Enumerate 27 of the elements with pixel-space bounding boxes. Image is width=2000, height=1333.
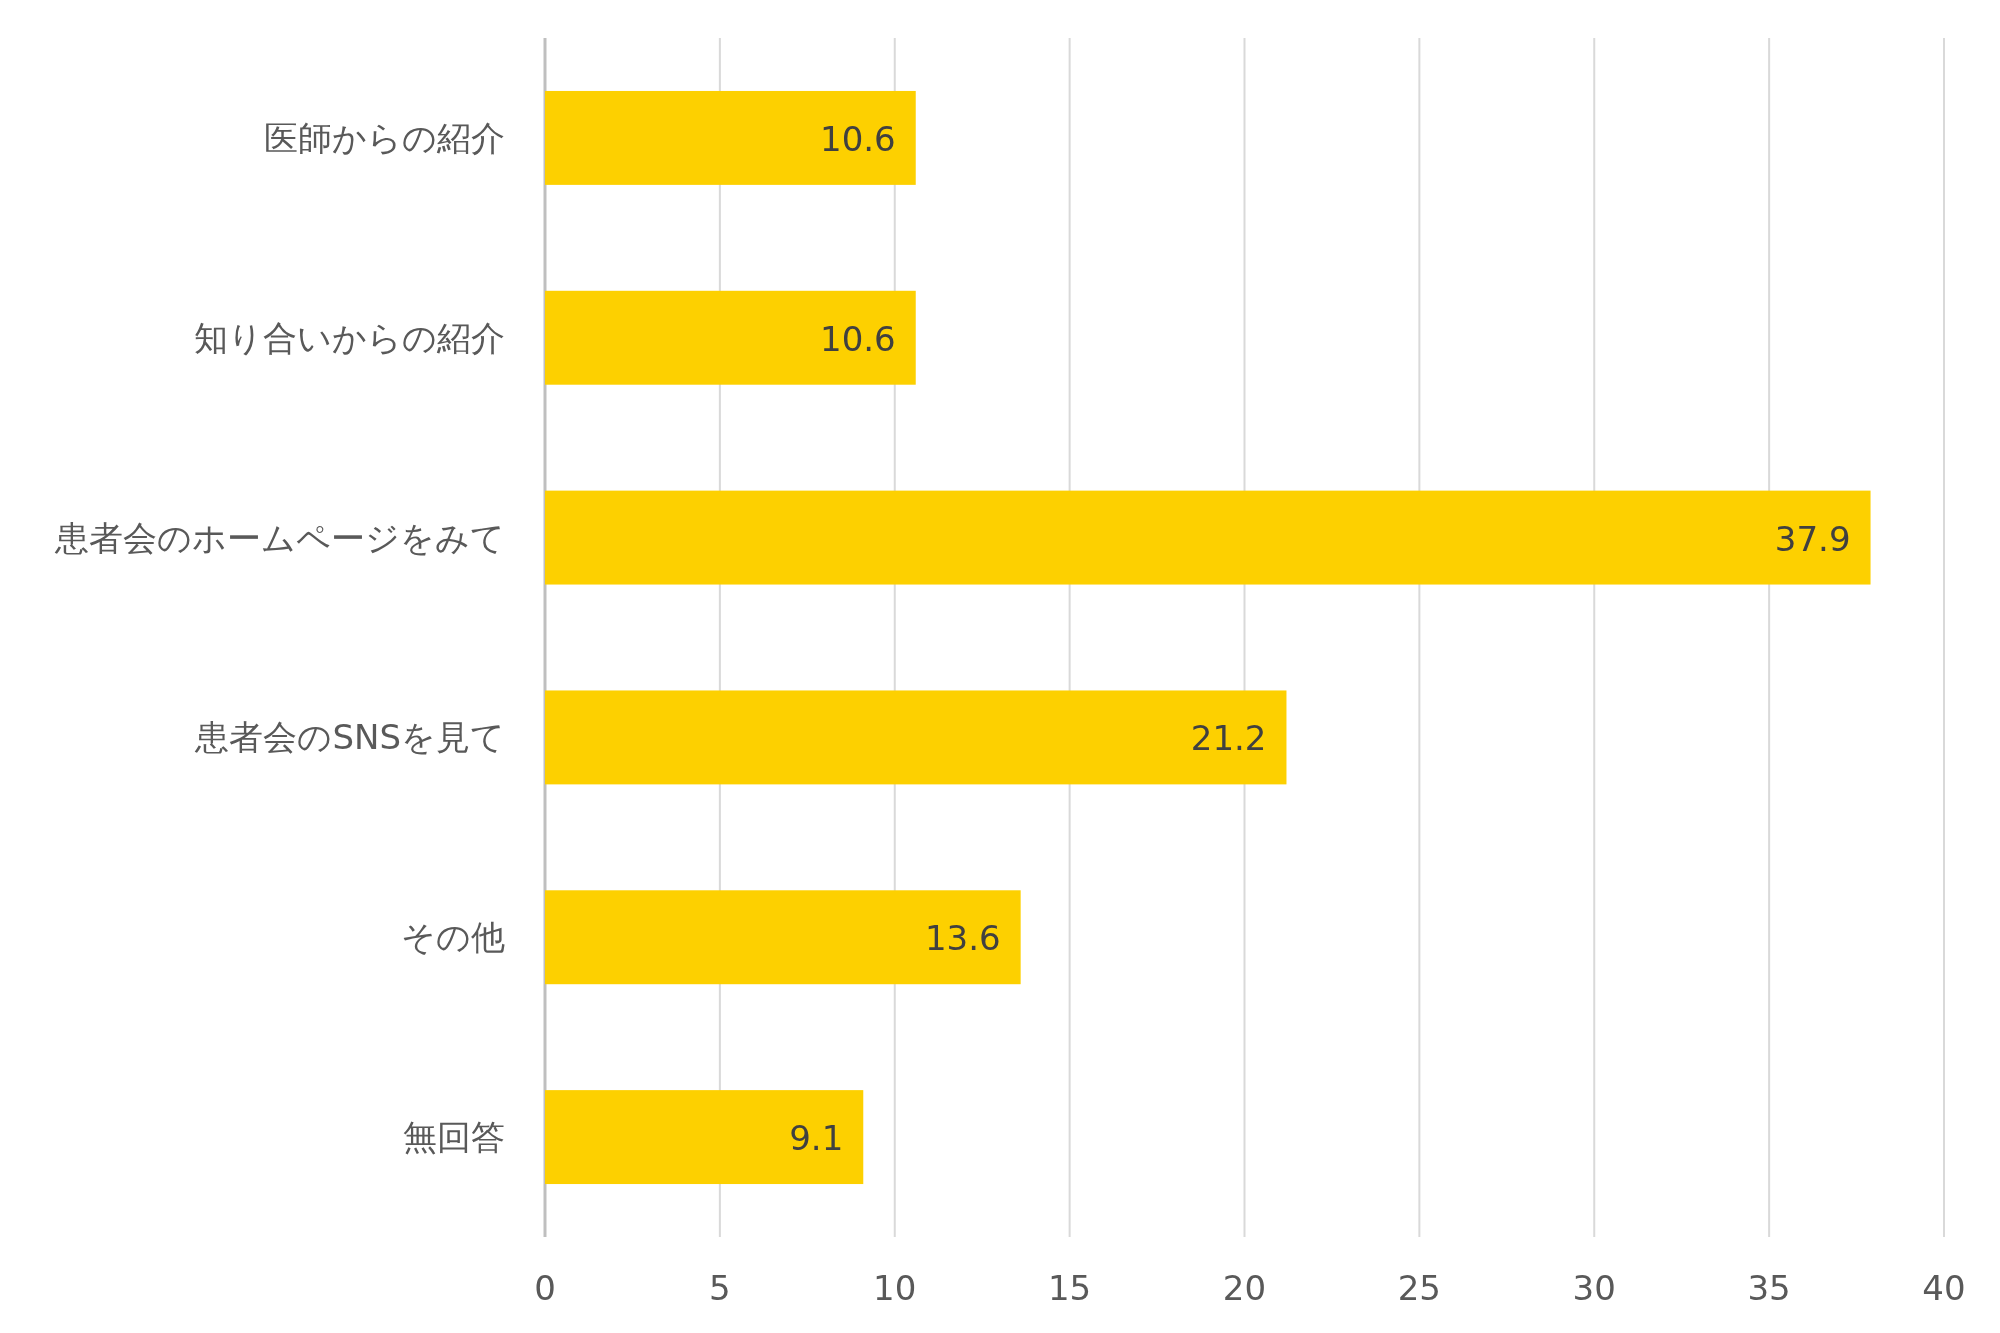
x-tick-label: 30 <box>1572 1268 1616 1308</box>
data-label: 10.6 <box>820 118 896 159</box>
x-tick-label: 35 <box>1747 1268 1791 1308</box>
data-label: 37.9 <box>1774 518 1851 559</box>
bar <box>545 1090 864 1185</box>
x-tick-label: 0 <box>534 1268 556 1308</box>
bar <box>545 490 1871 585</box>
x-tick-label: 5 <box>709 1268 731 1308</box>
x-tick-label: 20 <box>1222 1268 1267 1308</box>
y-tick-label: その他 <box>401 917 505 958</box>
x-tick-label: 40 <box>1922 1268 1966 1308</box>
x-tick-label: 15 <box>1047 1268 1092 1308</box>
bar <box>545 690 1287 785</box>
bar <box>545 90 916 185</box>
y-tick-label: 患者会のSNSを見て <box>194 717 505 758</box>
y-tick-label: 知り合いからの紹介 <box>194 317 505 358</box>
bar <box>545 890 1021 985</box>
y-tick-label: 医師からの紹介 <box>264 117 505 158</box>
x-tick-label: 25 <box>1397 1268 1442 1308</box>
bar <box>545 290 916 385</box>
data-label: 10.6 <box>820 318 896 359</box>
data-label: 21.2 <box>1190 718 1267 759</box>
y-tick-label: 患者会のホームページをみて <box>54 517 505 558</box>
y-tick-label: 無回答 <box>403 1117 505 1158</box>
data-label: 9.1 <box>789 1118 844 1159</box>
data-label: 13.6 <box>924 918 1001 959</box>
x-tick-label: 10 <box>873 1268 917 1308</box>
